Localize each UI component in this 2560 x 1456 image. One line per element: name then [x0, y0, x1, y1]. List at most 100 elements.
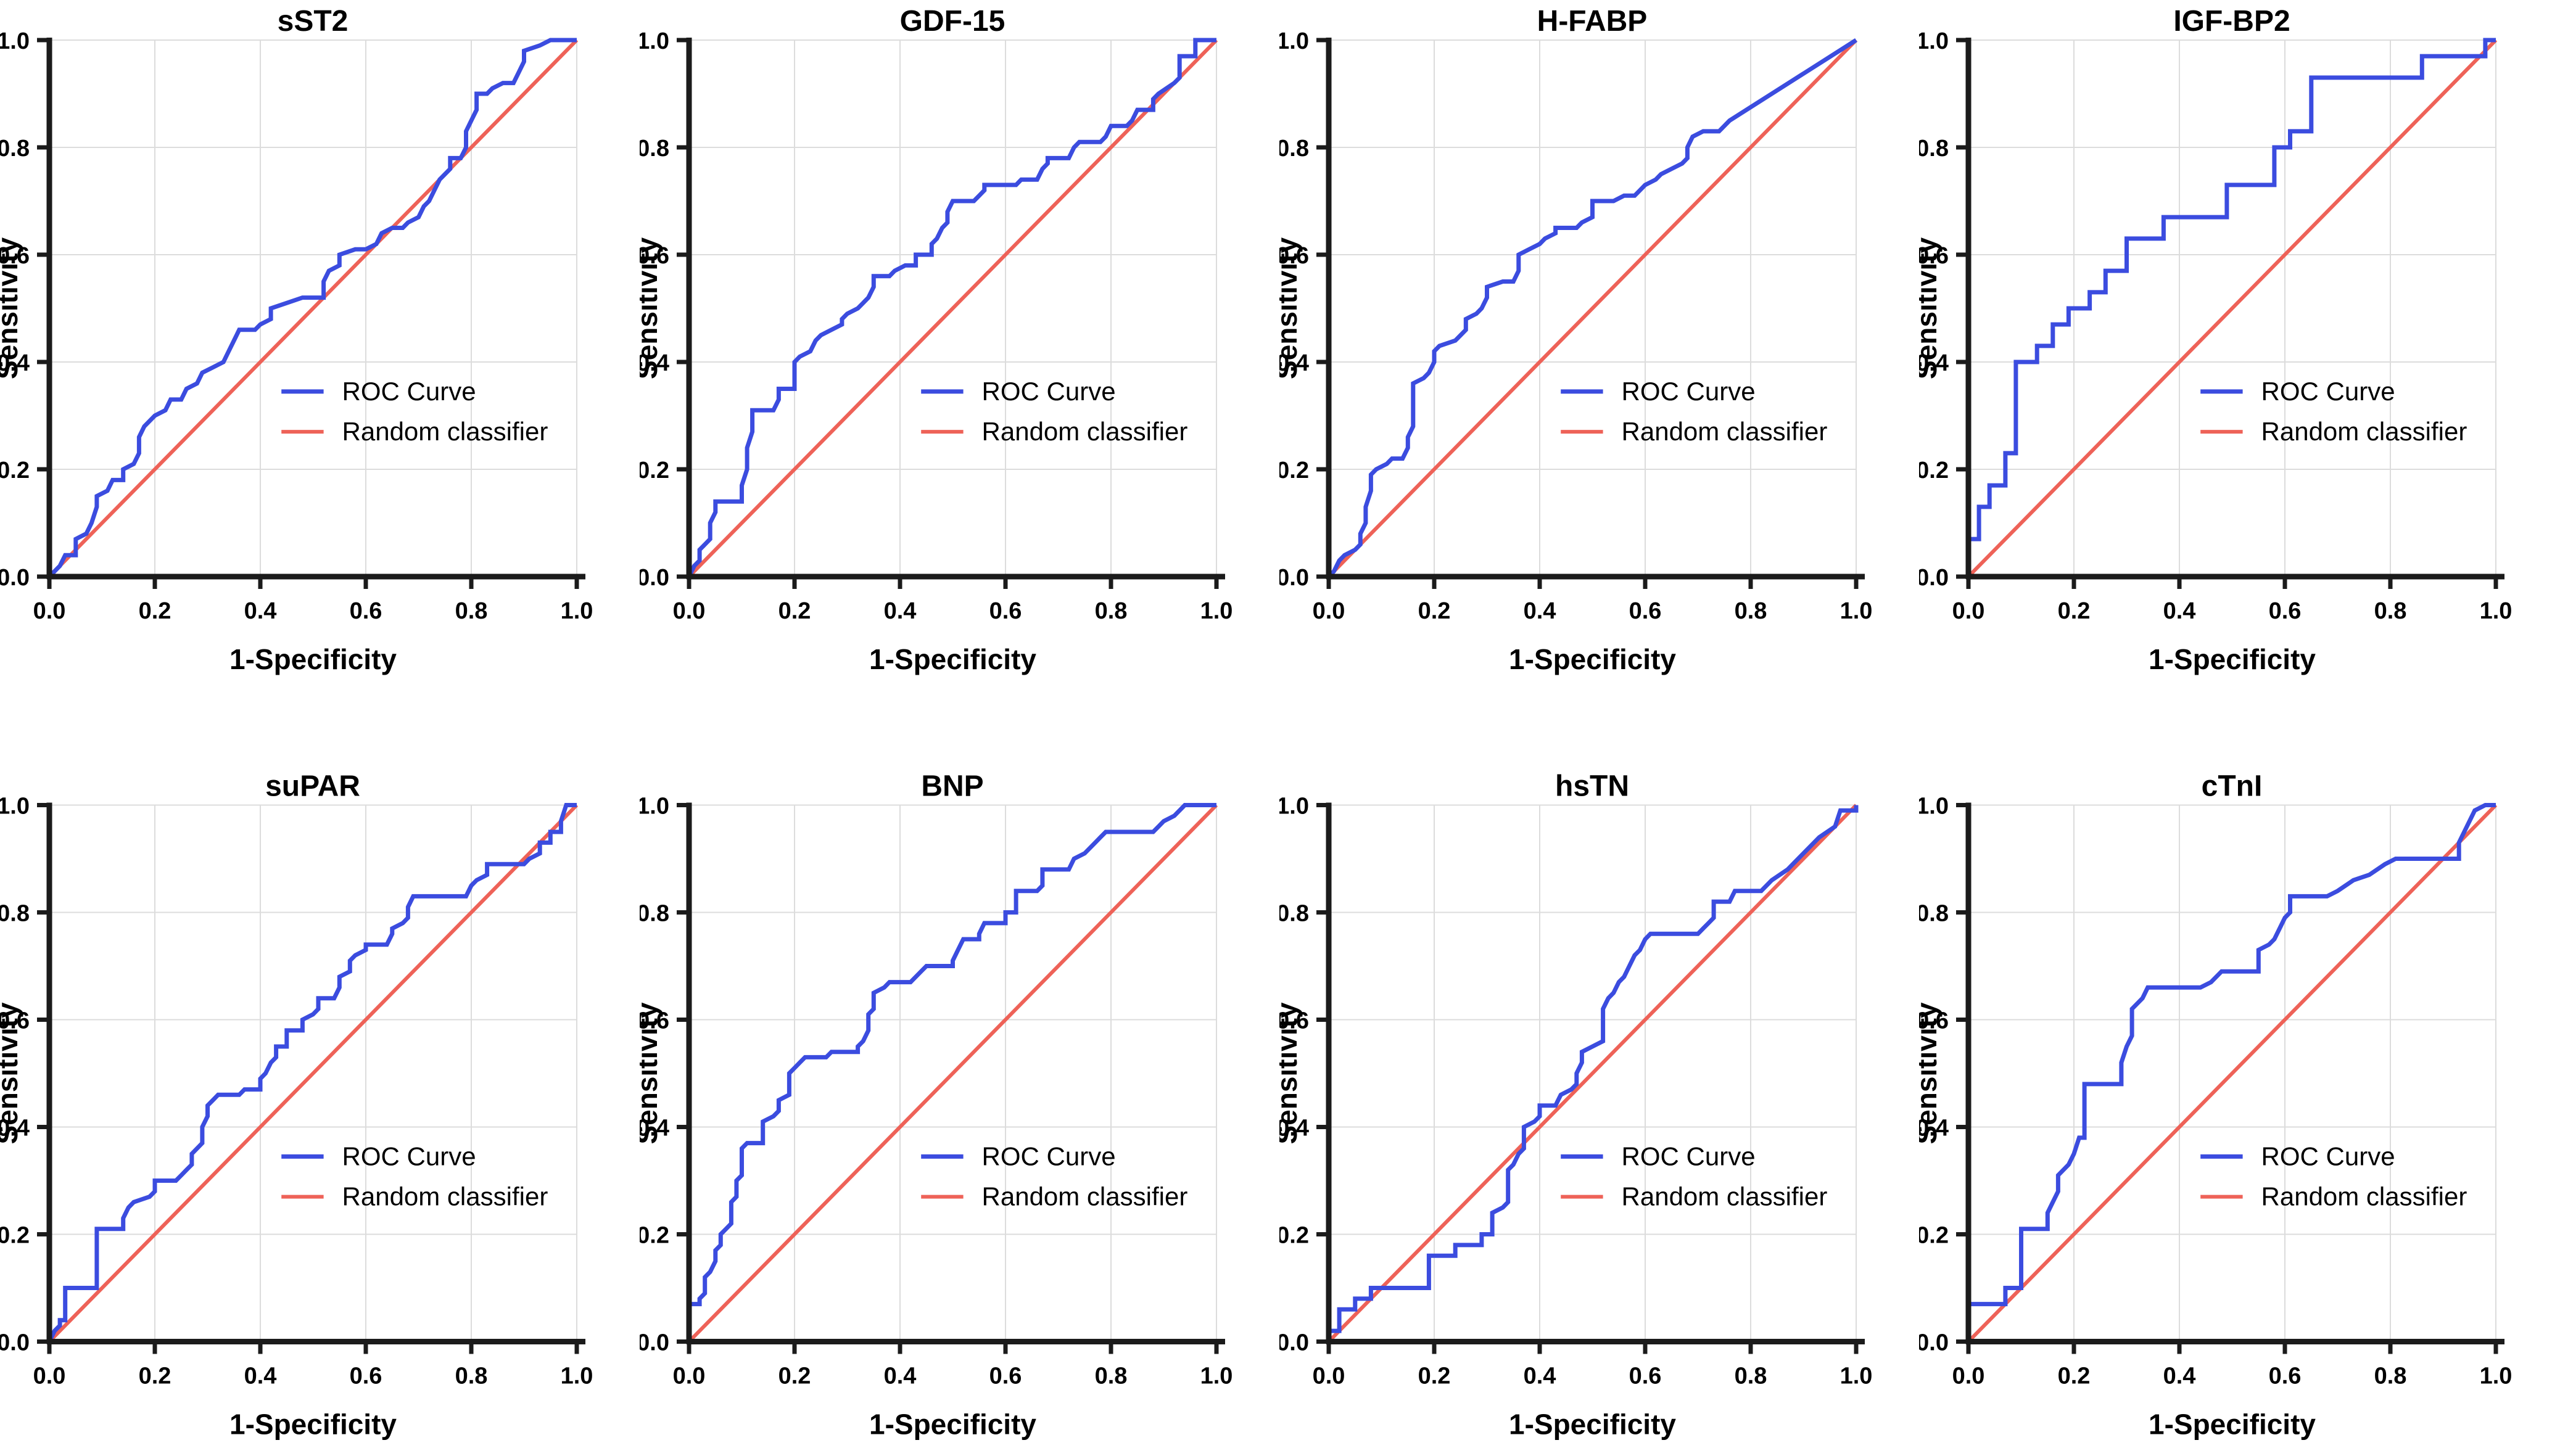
x-tick-label: 0.0: [673, 598, 706, 624]
x-tick-label: 0.8: [1735, 598, 1767, 624]
x-tick-label: 0.8: [455, 1363, 488, 1389]
x-tick-label: 0.2: [778, 598, 811, 624]
roc-panel-supar: suPAR 0.0 0.2 0.4 0.6 0.8 1.0 0.0 0.2 0.4 0.6 0.8 1…: [0, 728, 640, 1456]
x-tick-label: 0.4: [2163, 598, 2196, 624]
legend-label: Random classifier: [2261, 417, 2467, 446]
y-tick-label: 0.6: [1919, 243, 1949, 269]
chart-title: hsTN: [1555, 770, 1629, 803]
x-tick-label: 0.8: [1095, 1363, 1128, 1389]
x-tick-label: 0.2: [1418, 1363, 1451, 1389]
y-axis-label: Sensitivity: [1279, 237, 1303, 380]
roc-panel-ctni: cTnI 0.0 0.2 0.4 0.6 0.8 1.0 0.0 0.2 0.4 0.6 0.8 1.…: [1919, 728, 2559, 1456]
legend-label: Random classifier: [982, 417, 1188, 446]
chart-title: IGF-BP2: [2173, 5, 2290, 38]
random-classifier-line: [1967, 804, 2498, 1343]
y-tick-label: 1.0: [640, 28, 669, 54]
x-axis-label: 1-Specificity: [869, 1409, 1036, 1441]
roc-plot-igfbp2: IGF-BP2 0.0 0.2 0.4 0.6 0.8 1.0 0.0 0.2 0.4 0.6 0.…: [1919, 5, 2512, 675]
roc-plot-supar: suPAR 0.0 0.2 0.4 0.6 0.8 1.0 0.0 0.2 0.4 0.6 0.8 1…: [0, 770, 593, 1441]
legend-label: Random classifier: [982, 1182, 1188, 1211]
x-tick-label: 0.4: [2163, 1363, 2196, 1389]
y-tick-label: 0.0: [640, 565, 669, 591]
x-axis-label: 1-Specificity: [1509, 643, 1676, 675]
chart-title: H-FABP: [1537, 5, 1648, 38]
legend-label: ROC Curve: [342, 1141, 476, 1170]
random-classifier-line: [1967, 38, 2498, 578]
y-tick-label: 0.0: [1919, 565, 1949, 591]
roc-curve-line: [47, 803, 577, 1343]
x-tick-label: 0.4: [244, 1363, 277, 1389]
y-tick-label: 1.0: [1279, 794, 1309, 820]
y-tick-label: 0.2: [640, 458, 669, 483]
y-tick-label: 1.0: [640, 794, 669, 820]
x-tick-label: 1.0: [1200, 1363, 1233, 1389]
x-tick-label: 0.0: [33, 598, 66, 624]
roc-curve-line: [1966, 803, 2496, 1342]
legend-label: ROC Curve: [982, 1141, 1116, 1170]
y-axis-label: Sensitivity: [1919, 237, 1943, 380]
y-tick-label: 0.0: [640, 1330, 669, 1356]
x-tick-label: 0.6: [2269, 1363, 2302, 1389]
roc-panel-igfbp2: IGF-BP2 0.0 0.2 0.4 0.6 0.8 1.0 0.0 0.2 0.4 0.6 0.…: [1919, 0, 2559, 728]
y-tick-label: 1.0: [1279, 28, 1309, 54]
y-tick-label: 0.0: [1279, 1330, 1309, 1356]
roc-plot-hfabp: H-FABP 0.0 0.2 0.4 0.6 0.8 1.0 0.0 0.2 0.4 0.6 0.8…: [1279, 5, 1872, 675]
y-axis-label: Sensitivity: [1279, 1002, 1303, 1145]
y-tick-label: 0.4: [0, 1116, 30, 1141]
roc-plot-sst2: sST2 0.0 0.2 0.4 0.6 0.8 1.0 0.0 0.2 0.4 0.6 0.8 1.…: [0, 5, 593, 675]
roc-panel-hfabp: H-FABP 0.0 0.2 0.4 0.6 0.8 1.0 0.0 0.2 0.4 0.6 0.8…: [1279, 0, 1919, 728]
chart-title: sST2: [278, 5, 349, 38]
y-tick-label: 0.2: [1919, 1223, 1949, 1249]
roc-curve-line: [1966, 38, 2496, 577]
x-tick-label: 0.4: [1524, 1363, 1556, 1389]
x-tick-label: 0.8: [2374, 598, 2407, 624]
y-tick-label: 0.2: [1279, 458, 1309, 483]
y-tick-label: 0.2: [0, 458, 30, 483]
y-tick-label: 0.8: [1279, 136, 1309, 162]
y-tick-label: 1.0: [0, 28, 30, 54]
x-tick-label: 0.6: [1629, 1363, 1662, 1389]
roc-plot-ctni: cTnI 0.0 0.2 0.4 0.6 0.8 1.0 0.0 0.2 0.4 0.6 0.8 1.…: [1919, 770, 2513, 1441]
x-tick-label: 0.6: [350, 598, 382, 624]
y-tick-label: 0.8: [640, 901, 669, 927]
roc-curve-line: [47, 38, 577, 578]
y-axis-label: Sensitivity: [0, 237, 23, 380]
legend-label: ROC Curve: [1622, 377, 1756, 406]
y-tick-label: 0.8: [1919, 136, 1949, 162]
x-tick-label: 0.8: [2374, 1363, 2407, 1389]
x-axis-label: 1-Specificity: [2149, 1409, 2316, 1441]
x-tick-label: 0.6: [350, 1363, 382, 1389]
random-classifier-line: [687, 38, 1218, 578]
y-tick-label: 0.6: [1279, 1008, 1309, 1034]
y-axis-label: Sensitivity: [0, 1002, 23, 1145]
x-axis-label: 1-Specificity: [2149, 643, 2316, 675]
y-tick-label: 0.6: [640, 1008, 669, 1034]
y-tick-label: 1.0: [1919, 794, 1949, 820]
roc-curve-line: [1326, 805, 1859, 1342]
y-tick-label: 0.4: [640, 350, 669, 376]
random-classifier-line: [1327, 38, 1858, 578]
roc-curve-line: [687, 38, 1216, 578]
x-tick-label: 0.2: [139, 598, 171, 624]
legend-label: Random classifier: [2261, 1182, 2467, 1211]
x-tick-label: 1.0: [2480, 1363, 2513, 1389]
y-tick-label: 0.4: [0, 350, 30, 376]
y-axis-label: Sensitivity: [640, 1002, 663, 1145]
x-tick-label: 0.4: [1524, 598, 1556, 624]
x-tick-label: 0.2: [778, 1363, 811, 1389]
roc-curve-line: [687, 803, 1216, 1342]
y-tick-label: 0.0: [1919, 1330, 1949, 1356]
x-axis-label: 1-Specificity: [229, 1409, 397, 1441]
x-tick-label: 0.0: [1313, 1363, 1345, 1389]
x-tick-label: 0.0: [1952, 1363, 1985, 1389]
roc-plot-hstn: hsTN 0.0 0.2 0.4 0.6 0.8 1.0 0.0 0.2 0.4 0.6 0.8 1.…: [1279, 770, 1872, 1441]
roc-panel-hstn: hsTN 0.0 0.2 0.4 0.6 0.8 1.0 0.0 0.2 0.4 0.6 0.8 1.…: [1279, 728, 1919, 1456]
x-axis-label: 1-Specificity: [869, 643, 1036, 675]
x-tick-label: 0.4: [884, 1363, 917, 1389]
roc-curve-line: [1327, 38, 1857, 578]
x-tick-label: 0.0: [1313, 598, 1345, 624]
y-tick-label: 0.2: [640, 1223, 669, 1249]
x-tick-label: 0.6: [2269, 598, 2302, 624]
y-tick-label: 0.4: [640, 1116, 669, 1141]
